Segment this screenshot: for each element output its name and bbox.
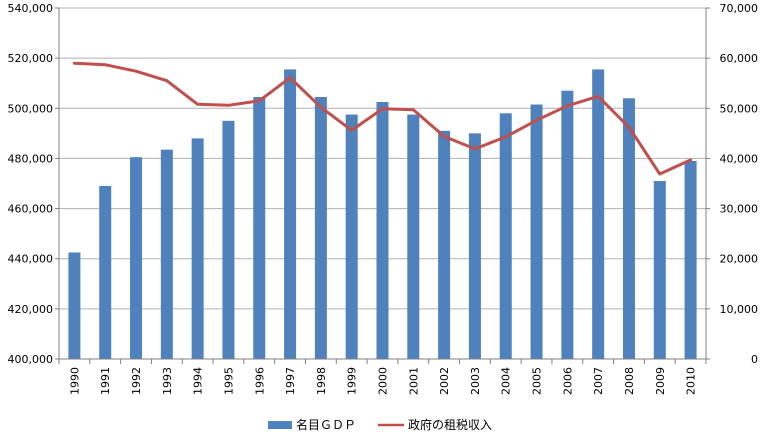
bar-2002: [438, 130, 451, 359]
right-tick-label: 0: [751, 353, 758, 366]
bar-1998: [314, 97, 327, 359]
tax-revenue-line: [72, 61, 693, 176]
x-tick-label: 1992: [130, 367, 143, 395]
right-tick-label: 70,000: [720, 2, 759, 15]
tax-point-1997: [288, 76, 292, 79]
tax-point-2003: [473, 147, 477, 151]
x-axis-tick-labels: 1990 1991 1992 1993 1994 1995 1996 1997 1998 1999…: [68, 367, 697, 395]
right-tick-label: 20,000: [720, 253, 759, 266]
x-tick-label: 2009: [654, 367, 667, 395]
left-tick-label: 540,000: [8, 2, 54, 15]
x-tick-label: 2000: [377, 367, 390, 395]
bar-1994: [191, 138, 204, 359]
x-tick-label: 2006: [561, 367, 574, 395]
bar-1990: [68, 252, 81, 359]
right-tick-label: 40,000: [720, 152, 759, 165]
bar-1991: [99, 186, 112, 359]
x-tick-label: 2008: [623, 367, 636, 395]
bar-1996: [253, 97, 266, 359]
x-tick-label: 2007: [592, 367, 605, 395]
x-tick-label: 2002: [438, 367, 451, 395]
tax-point-2004: [504, 135, 507, 139]
tax-point-2009: [658, 172, 661, 176]
bar-2003: [468, 133, 481, 359]
tax-point-1998: [319, 106, 323, 109]
left-tick-label: 480,000: [8, 152, 54, 165]
tax-point-2001: [412, 108, 415, 111]
right-axis-tick-labels: 0 10,000 20,000 30,000 40,000 50,000 60,000 70,…: [720, 2, 759, 366]
tax-point-1999: [350, 129, 353, 132]
bar-2008: [622, 98, 635, 359]
x-tick-label: 1997: [284, 367, 297, 395]
legend-bar-swatch: [268, 421, 292, 429]
left-tick-label: 420,000: [8, 303, 54, 316]
bar-2000: [376, 102, 389, 360]
bar-1993: [160, 149, 173, 359]
x-tick-label: 2010: [685, 367, 698, 395]
bar-2007: [592, 69, 605, 360]
tax-point-2000: [381, 107, 384, 110]
axes: [55, 7, 710, 364]
x-tick-label: 1996: [253, 367, 266, 395]
x-tick-label: 2004: [500, 367, 513, 395]
x-tick-label: 1998: [315, 367, 328, 395]
x-tick-label: 1991: [99, 367, 112, 395]
right-tick-label: 60,000: [720, 52, 759, 65]
bar-1992: [130, 157, 143, 359]
x-tick-label: 2003: [469, 367, 482, 395]
bar-2010: [684, 160, 697, 359]
x-tick-label: 1994: [192, 367, 205, 395]
left-tick-label: 460,000: [8, 203, 54, 216]
tax-point-1993: [165, 79, 169, 82]
bar-2001: [407, 114, 420, 359]
left-tick-label: 400,000: [8, 353, 54, 366]
x-tick-label: 1990: [68, 367, 81, 395]
tax-point-2007: [596, 95, 600, 98]
tax-point-1995: [227, 104, 230, 107]
bar-1997: [284, 69, 297, 360]
tax-point-1994: [196, 103, 199, 106]
tax-point-1991: [104, 63, 107, 66]
legend-gdp-label: 名目ＧＤＰ: [296, 417, 356, 432]
tax-point-2005: [535, 119, 538, 122]
tax-point-2010: [689, 158, 692, 162]
tax-point-1996: [258, 99, 261, 102]
legend: 名目ＧＤＰ 政府の租税収入: [268, 417, 492, 432]
bar-1995: [222, 120, 235, 359]
bar-1999: [345, 114, 358, 359]
x-tick-label: 1999: [346, 367, 359, 395]
right-tick-label: 50,000: [720, 102, 759, 115]
x-tick-label: 2005: [531, 367, 544, 395]
x-tick-label: 2001: [407, 367, 420, 395]
bar-2006: [561, 90, 574, 359]
right-tick-label: 10,000: [720, 303, 759, 316]
tax-point-1992: [134, 69, 138, 73]
x-tick-label: 1993: [161, 367, 174, 395]
bar-2009: [653, 180, 666, 359]
tax-point-2006: [566, 104, 569, 107]
right-tick-label: 30,000: [720, 203, 759, 216]
tax-point-1990: [73, 61, 76, 65]
legend-tax-label: 政府の租税収入: [408, 417, 492, 432]
tax-point-2002: [442, 135, 446, 138]
left-tick-label: 520,000: [8, 52, 54, 65]
x-tick-label: 1995: [222, 367, 235, 395]
left-tick-label: 500,000: [8, 102, 54, 115]
left-tick-label: 440,000: [8, 253, 54, 266]
tax-point-2008: [627, 126, 631, 129]
left-axis-tick-labels: 400,000 420,000 440,000 460,000 480,000 500,0…: [8, 2, 54, 366]
gdp-bars: [68, 69, 697, 360]
bar-2005: [530, 104, 543, 360]
bar-2004: [499, 113, 512, 359]
